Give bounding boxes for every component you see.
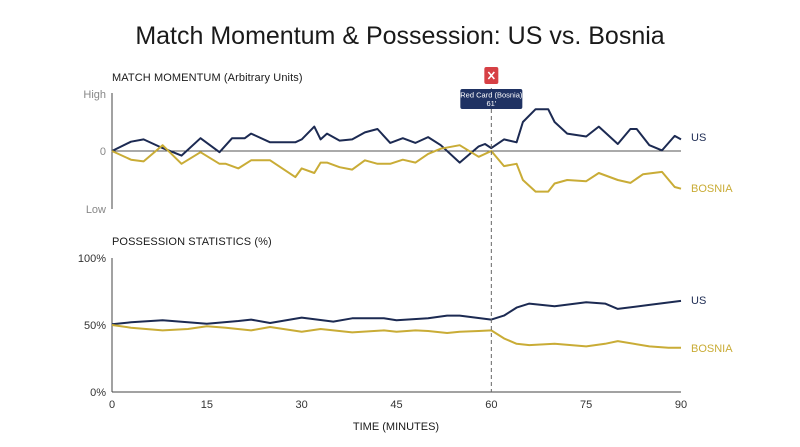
xtick-60: 60 <box>485 399 497 411</box>
possession-line-bosnia <box>111 324 681 349</box>
momentum-panel: MATCH MOMENTUM (Arbitrary Units) High 0 … <box>83 72 733 216</box>
xtick-45: 45 <box>390 399 402 411</box>
momentum-ytick-low: Low <box>86 204 106 216</box>
xtick-15: 15 <box>201 399 213 411</box>
possession-label-us: US <box>691 295 706 307</box>
chart-title: Match Momentum & Possession: US vs. Bosn… <box>135 22 664 50</box>
xtick-30: 30 <box>296 399 308 411</box>
x-axis-label: TIME (MINUTES) <box>353 421 439 433</box>
event-annotation-box <box>460 89 523 109</box>
momentum-panel-title: MATCH MOMENTUM (Arbitrary Units) <box>112 72 303 84</box>
possession-panel: POSSESSION STATISTICS (%) 100% 50% 0% 0 1… <box>78 236 733 433</box>
momentum-line-us <box>111 108 682 164</box>
momentum-ytick-high: High <box>83 89 106 101</box>
xtick-90: 90 <box>675 399 687 411</box>
possession-ytick-0: 0% <box>90 387 106 399</box>
event-marker: Red Card (Bosnia) 61' <box>460 67 523 392</box>
xtick-0: 0 <box>109 399 115 411</box>
possession-panel-title: POSSESSION STATISTICS (%) <box>112 236 272 248</box>
momentum-ytick-zero: 0 <box>100 146 106 158</box>
red-card-x-icon <box>484 67 499 84</box>
possession-label-bosnia: BOSNIA <box>691 343 733 355</box>
possession-ytick-50: 50% <box>84 320 106 332</box>
possession-line-us <box>111 299 682 326</box>
momentum-line-bosnia <box>111 144 682 193</box>
event-annotation-minute: 61' <box>486 99 496 108</box>
xtick-75: 75 <box>580 399 592 411</box>
possession-ytick-100: 100% <box>78 253 106 265</box>
event-annotation-label: Red Card (Bosnia) <box>460 91 523 100</box>
momentum-label-us: US <box>691 132 706 144</box>
momentum-label-bosnia: BOSNIA <box>691 183 733 195</box>
